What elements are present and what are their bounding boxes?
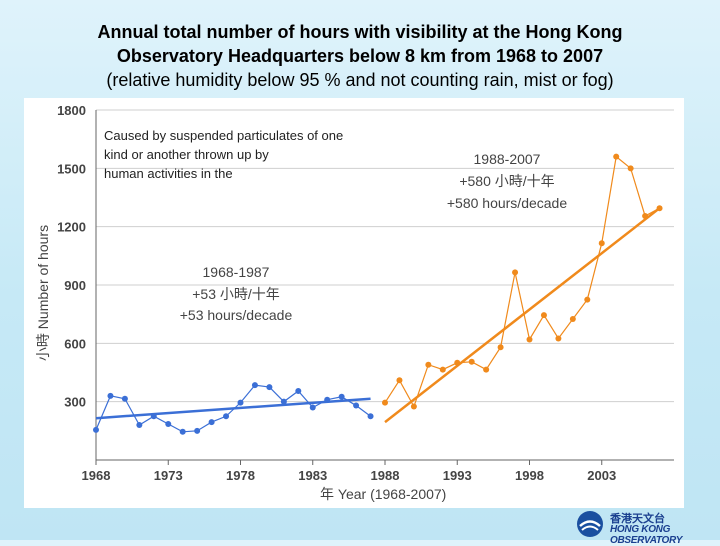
data-point-2	[584, 296, 591, 303]
title-block: Annual total number of hours with visibi…	[0, 20, 720, 92]
x-tick-label: 1988	[371, 468, 400, 483]
observatory-emblem-icon	[577, 511, 603, 537]
trend1-label-zh: +53 小時/十年	[192, 286, 280, 302]
data-point-2	[439, 366, 446, 373]
data-point-1	[295, 387, 302, 394]
x-tick-label: 1993	[443, 468, 472, 483]
data-point-1	[367, 413, 374, 420]
data-point-1	[165, 421, 172, 428]
data-point-2	[598, 240, 605, 247]
y-tick-label: 1800	[57, 103, 86, 118]
note-line-3: human activities in the	[104, 166, 233, 181]
data-point-2	[396, 377, 403, 384]
y-tick-label: 600	[64, 336, 86, 351]
data-point-2	[425, 361, 432, 368]
chart-svg: 300 600 900 1200 1500 1800 1968 1973 1978 1983 198…	[35, 103, 674, 502]
data-point-1	[194, 427, 201, 434]
data-point-1	[179, 428, 186, 435]
data-point-1	[324, 396, 331, 403]
y-tick-label: 300	[64, 395, 86, 410]
data-point-1	[150, 413, 157, 420]
note-line-2: kind or another thrown up by	[104, 147, 269, 162]
data-point-1	[280, 398, 287, 405]
data-point-2	[512, 269, 519, 276]
data-point-2	[468, 358, 475, 365]
data-point-2	[613, 153, 620, 160]
data-point-1	[121, 395, 128, 402]
data-point-1	[353, 402, 360, 409]
data-point-1	[338, 393, 345, 400]
data-point-2	[540, 312, 547, 319]
note-line-1: Caused by suspended particulates of one	[104, 128, 343, 143]
data-point-2	[382, 399, 388, 406]
trend2-label-period: 1988-2007	[474, 151, 541, 167]
data-point-2	[627, 165, 634, 172]
x-tick-label: 1978	[226, 468, 255, 483]
x-tick-label: 1973	[154, 468, 183, 483]
data-point-1	[93, 426, 99, 433]
trend-line-2	[384, 207, 661, 424]
x-tick-label: 2003	[587, 468, 616, 483]
data-point-2	[410, 403, 417, 410]
data-point-2	[656, 205, 663, 212]
data-point-1	[107, 392, 114, 399]
data-point-2	[497, 344, 504, 351]
data-point-1	[136, 422, 143, 428]
data-point-2	[483, 366, 490, 373]
data-point-1	[251, 382, 258, 389]
chart-subtitle: (relative humidity below 95 % and not co…	[106, 70, 614, 90]
observatory-logo: 香港天文台 HONG KONG OBSERVATORY	[574, 509, 720, 546]
grid-layer	[96, 109, 674, 403]
trend1-label-period: 1968-1987	[203, 264, 270, 280]
trend1-label-en: +53 hours/decade	[180, 307, 293, 323]
chart-title-line-1: Annual total number of hours with visibi…	[97, 22, 623, 42]
data-point-2	[569, 316, 576, 323]
data-point-1	[223, 413, 230, 420]
data-point-2	[454, 359, 461, 366]
x-tick-label: 1968	[82, 468, 111, 483]
x-axis-label: 年 Year (1968-2007)	[320, 486, 446, 502]
data-point-1	[208, 419, 215, 426]
x-tick-label: 1998	[515, 468, 544, 483]
data-point-2	[642, 212, 649, 219]
chart-panel: 300 600 900 1200 1500 1800 1968 1973 1978 1983 198…	[24, 98, 684, 508]
chart-title-line-2: Observatory Headquarters below 8 km from…	[116, 46, 604, 66]
trend-layer	[95, 207, 661, 424]
series-layer	[93, 153, 663, 435]
y-tick-label: 1500	[57, 161, 86, 176]
y-axis-label: 小時 Number of hours	[35, 225, 51, 361]
data-point-1	[266, 384, 273, 391]
trend2-label-zh: +580 小時/十年	[459, 173, 554, 189]
x-tick-label: 1983	[298, 468, 327, 483]
y-tick-label: 1200	[57, 220, 86, 235]
logo-text-en: HONG KONG OBSERVATORY	[610, 524, 683, 546]
data-point-1	[237, 399, 244, 406]
trend2-label-en: +580 hours/decade	[447, 195, 567, 211]
data-point-1	[309, 404, 316, 411]
y-tick-label: 900	[64, 278, 86, 293]
trend-line-1	[95, 397, 371, 420]
tick-layer: 300 600 900 1200 1500 1800 1968 1973 1978 1983 198…	[57, 103, 616, 483]
data-point-2	[555, 335, 562, 342]
data-point-2	[526, 336, 533, 343]
logo-text-zh: 香港天文台	[610, 512, 665, 525]
